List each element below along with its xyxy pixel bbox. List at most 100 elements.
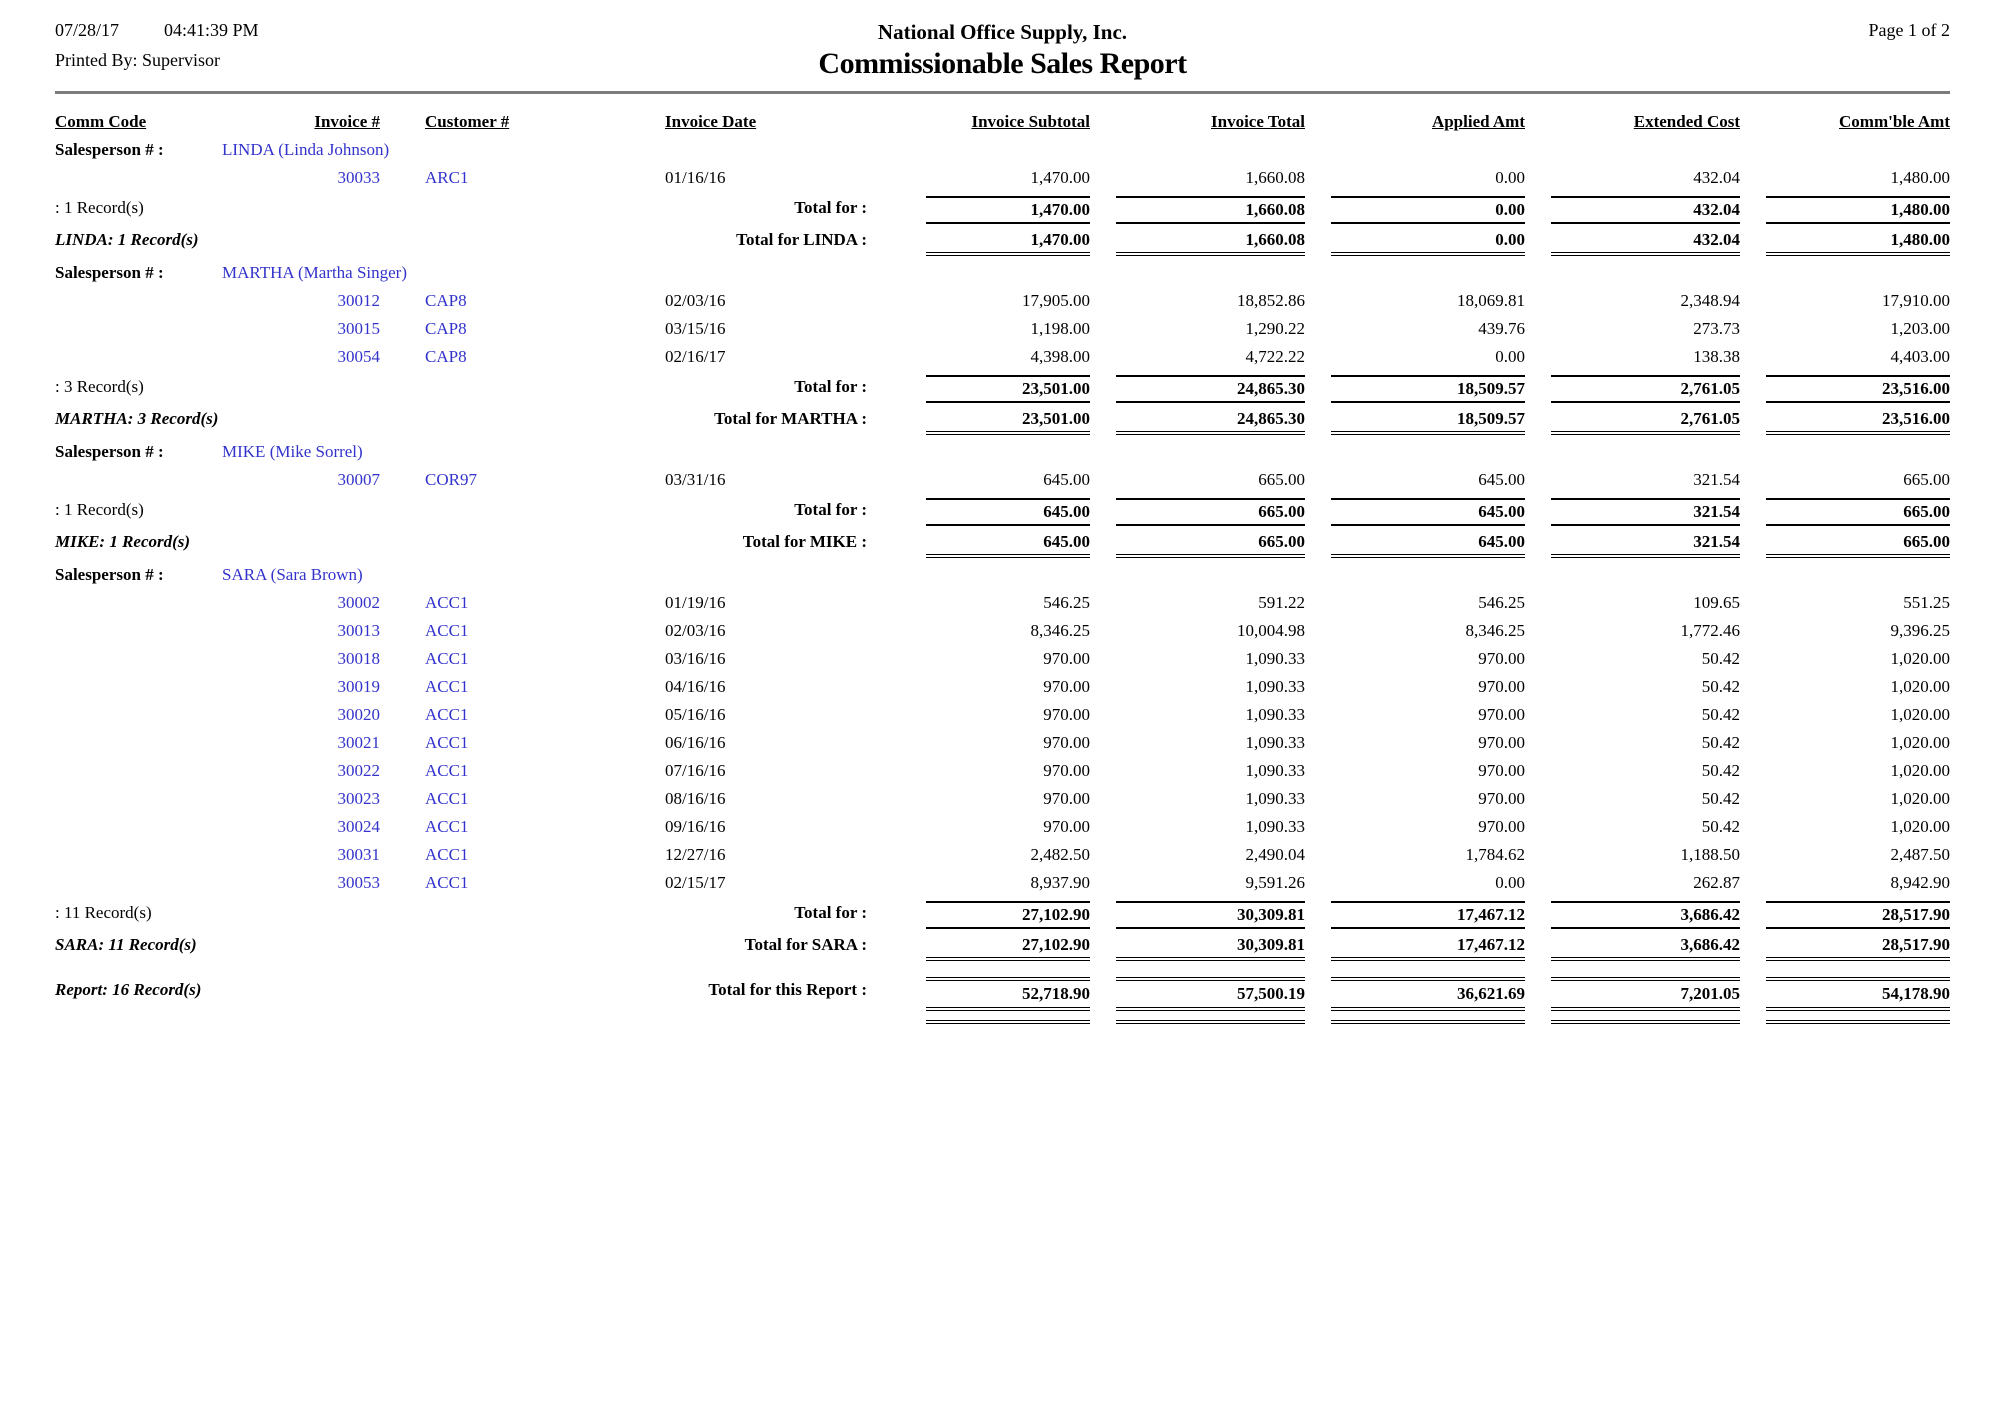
amount-commble-amt: 551.25: [1903, 593, 1950, 612]
total-for-label: Total for :: [794, 377, 867, 396]
report-title: Commissionable Sales Report: [818, 47, 1187, 80]
subtotal-extended-cost: 3,686.42: [1551, 901, 1740, 929]
subtotal-invoice-total: 665.00: [1116, 498, 1305, 526]
invoice-row: 30007 COR97 03/31/16 645.00 665.00 645.00 321.…: [55, 466, 1951, 494]
print-datetime: 07/28/17 04:41:39 PM: [55, 20, 818, 41]
invoice-row: 30033 ARC1 01/16/16 1,470.00 1,660.08 0.00 432…: [55, 164, 1951, 192]
invoice-number-cell: 30031: [337, 845, 381, 864]
subtotal-invoice-subtotal: 23,501.00: [926, 375, 1090, 403]
subtotal-extended-cost: 321.54: [1551, 498, 1740, 526]
amount-commble-amt: 1,020.00: [1890, 761, 1951, 780]
customer-number-cell: COR97: [425, 470, 477, 489]
amount-applied-amt: 970.00: [1478, 733, 1525, 752]
comm-code-cell: [55, 701, 255, 729]
invoice-number-cell: 30022: [337, 761, 381, 780]
invoice-number-cell: 30023: [337, 789, 381, 808]
amount-invoice-subtotal: 8,346.25: [1030, 621, 1091, 640]
col-header-applied-amt: Applied Amt: [1431, 112, 1525, 131]
salesperson-name: MIKE (Mike Sorrel): [222, 442, 363, 461]
customer-number-cell: ACC1: [425, 817, 469, 836]
group-total-row: MIKE: 1 Record(s) Total for MIKE : 645.00 6…: [55, 530, 1950, 558]
amount-invoice-subtotal: 4,398.00: [1030, 347, 1091, 366]
subtotal-commble-amt: 28,517.90: [1766, 901, 1950, 929]
invoice-number-cell: 30013: [337, 621, 381, 640]
amount-applied-amt: 970.00: [1478, 649, 1525, 668]
salesperson-name: LINDA (Linda Johnson): [222, 140, 390, 159]
amount-commble-amt: 4,403.00: [1890, 347, 1951, 366]
spacer-cell: [55, 1014, 380, 1024]
group-total-extended-cost: 3,686.42: [1551, 933, 1740, 961]
invoice-number-cell: 30007: [337, 470, 381, 489]
group-subtotal-row: : 1 Record(s) Total for : 645.00 665.00 645.…: [55, 498, 1950, 526]
invoice-row: 30023 ACC1 08/16/16 970.00 1,090.33 970.00 50.…: [55, 785, 1951, 813]
invoice-date-cell: 03/16/16: [665, 649, 726, 668]
print-date: 07/28/17: [55, 20, 120, 40]
subtotal-invoice-total: 1,660.08: [1116, 196, 1305, 224]
group-total-row: SARA: 11 Record(s) Total for SARA : 27,102…: [55, 933, 1950, 961]
invoice-row: 30022 ACC1 07/16/16 970.00 1,090.33 970.00 50.…: [55, 757, 1951, 785]
group-record-count: SARA: 11 Record(s): [55, 935, 197, 954]
salesperson-row: Salesperson # : SARA (Sara Brown): [55, 561, 1950, 589]
customer-number-cell: ACC1: [425, 761, 469, 780]
amount-commble-amt: 2,487.50: [1890, 845, 1951, 864]
customer-number-cell: ACC1: [425, 873, 469, 892]
group-total-invoice-subtotal: 23,501.00: [926, 407, 1090, 435]
invoice-number-cell: 30012: [337, 291, 381, 310]
customer-number-cell: ACC1: [425, 789, 469, 808]
report-page: 07/28/17 04:41:39 PM Printed By: Supervis…: [55, 20, 1950, 1024]
report-body: Salesperson # : LINDA (Linda Johnson) 3003…: [55, 136, 1950, 961]
grand-total-underline: [1551, 1014, 1740, 1024]
amount-extended-cost: 109.65: [1693, 593, 1740, 612]
amount-applied-amt: 970.00: [1478, 761, 1525, 780]
comm-code-cell: [55, 869, 255, 897]
header-left: 07/28/17 04:41:39 PM Printed By: Supervis…: [55, 20, 818, 71]
group-total-label: Total for SARA :: [744, 935, 867, 954]
comm-code-cell: [55, 729, 255, 757]
subtotal-extended-cost: 432.04: [1551, 196, 1740, 224]
amount-extended-cost: 1,772.46: [1680, 621, 1741, 640]
invoice-row: 30020 ACC1 05/16/16 970.00 1,090.33 970.00 50.…: [55, 701, 1951, 729]
group-total-invoice-total: 1,660.08: [1116, 228, 1305, 256]
amount-invoice-subtotal: 970.00: [1043, 677, 1090, 696]
amount-invoice-total: 1,290.22: [1245, 319, 1306, 338]
comm-code-cell: [55, 785, 255, 813]
record-count-label: : 11 Record(s): [55, 903, 152, 922]
print-time: 04:41:39 PM: [164, 20, 259, 40]
column-header-row: Comm Code Invoice # Customer # Invoice D…: [55, 110, 1950, 134]
amount-commble-amt: 1,020.00: [1890, 705, 1951, 724]
group-total-invoice-subtotal: 645.00: [926, 530, 1090, 558]
customer-number-cell: ACC1: [425, 621, 469, 640]
header-divider: [55, 91, 1950, 94]
report-total-row: Report: 16 Record(s) Total for this Repo…: [55, 977, 1950, 1011]
subtotal-invoice-subtotal: 645.00: [926, 498, 1090, 526]
subtotal-commble-amt: 23,516.00: [1766, 375, 1950, 403]
amount-commble-amt: 1,480.00: [1890, 168, 1951, 187]
page-number: Page 1 of 2: [1868, 20, 1950, 40]
amount-invoice-subtotal: 970.00: [1043, 733, 1090, 752]
customer-number-cell: ACC1: [425, 593, 469, 612]
group-total-label: Total for MIKE :: [742, 532, 867, 551]
invoice-number-cell: 30019: [337, 677, 381, 696]
invoice-number-cell: 30020: [337, 705, 381, 724]
amount-extended-cost: 138.38: [1693, 347, 1740, 366]
amount-invoice-total: 1,090.33: [1245, 817, 1306, 836]
salesperson-label: Salesperson # :: [55, 442, 164, 461]
amount-invoice-subtotal: 970.00: [1043, 705, 1090, 724]
comm-code-cell: [55, 164, 255, 192]
amount-commble-amt: 1,020.00: [1890, 733, 1951, 752]
group-total-commble-amt: 665.00: [1766, 530, 1950, 558]
amount-invoice-subtotal: 8,937.90: [1030, 873, 1091, 892]
invoice-number-cell: 30002: [337, 593, 381, 612]
invoice-date-cell: 06/16/16: [665, 733, 726, 752]
amount-extended-cost: 50.42: [1701, 761, 1740, 780]
amount-invoice-total: 665.00: [1258, 470, 1305, 489]
group-subtotal-row: : 11 Record(s) Total for : 27,102.90 30,309…: [55, 901, 1950, 929]
amount-invoice-total: 1,090.33: [1245, 733, 1306, 752]
invoice-number-cell: 30015: [337, 319, 381, 338]
col-header-invoice-subtotal: Invoice Subtotal: [971, 112, 1090, 131]
invoice-date-cell: 02/03/16: [665, 291, 726, 310]
customer-number-cell: ACC1: [425, 677, 469, 696]
invoice-date-cell: 08/16/16: [665, 789, 726, 808]
comm-code-cell: [55, 287, 255, 315]
amount-invoice-total: 10,004.98: [1237, 621, 1305, 640]
